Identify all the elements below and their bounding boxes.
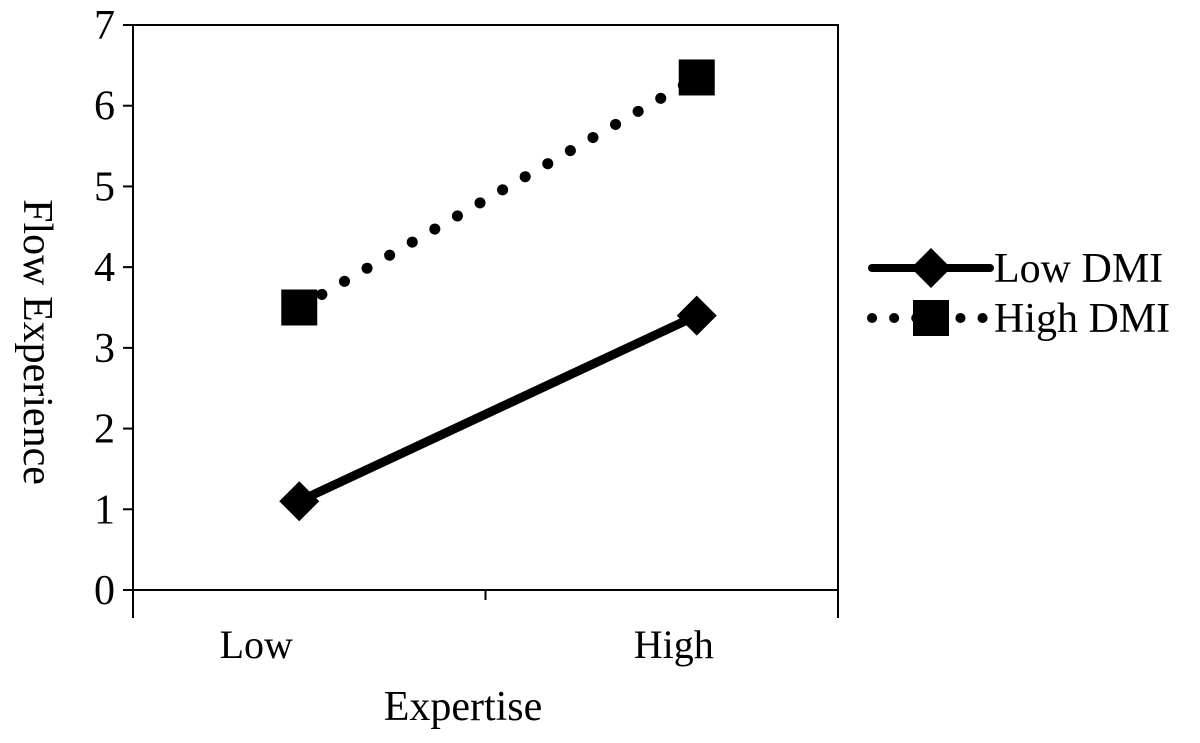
y-tick-label: 2 bbox=[94, 407, 115, 453]
data-point-marker bbox=[678, 59, 715, 96]
y-tick-label: 1 bbox=[94, 487, 115, 533]
legend-marker-0 bbox=[911, 248, 951, 288]
legend-label-1: High DMI bbox=[994, 296, 1170, 342]
series-line-0 bbox=[294, 311, 702, 506]
y-tick-label: 7 bbox=[94, 3, 115, 49]
y-tick-label: 3 bbox=[94, 326, 115, 372]
data-point-marker bbox=[676, 295, 717, 336]
legend-label-0: Low DMI bbox=[994, 246, 1163, 292]
data-point-marker bbox=[279, 481, 320, 522]
y-tick-label: 4 bbox=[94, 245, 115, 291]
y-tick-label: 6 bbox=[94, 84, 115, 130]
legend-marker-1 bbox=[913, 300, 949, 336]
x-axis-title: Expertise bbox=[384, 684, 543, 730]
plot-area: 0 1 2 3 4 5 6 7 Low High bbox=[94, 3, 839, 667]
y-tick-label: 0 bbox=[94, 568, 115, 614]
plot-frame bbox=[132, 24, 839, 591]
data-point-marker bbox=[281, 289, 318, 326]
x-tick-label: High bbox=[634, 622, 714, 667]
series-line-1 bbox=[293, 71, 703, 313]
y-tick-label: 5 bbox=[94, 164, 115, 210]
y-axis-title: Flow Experience bbox=[14, 199, 60, 485]
x-tick-label: Low bbox=[220, 622, 293, 667]
